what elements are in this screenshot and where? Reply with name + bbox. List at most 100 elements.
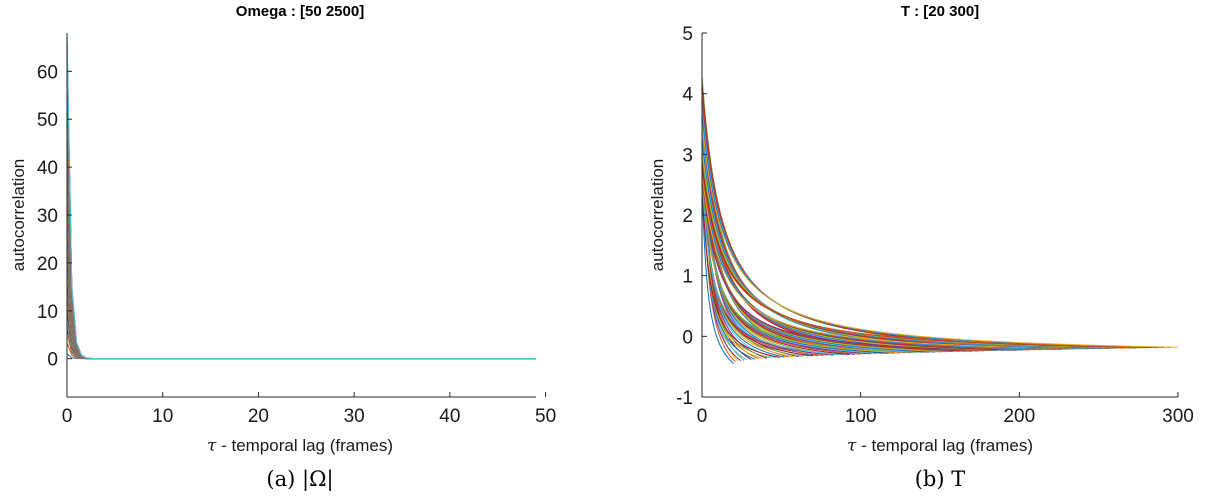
x-tick-label: 10 [152,406,173,427]
y-tick-label: 2 [682,206,693,227]
y-tick-label: 5 [682,24,693,45]
series-line [66,282,536,360]
series-line [66,261,536,360]
series-line [66,142,536,360]
series-line [66,41,536,360]
series-line [66,253,536,360]
panel-a-axes-frame [66,33,536,398]
series-line [66,83,536,360]
series-line [66,103,536,360]
series-line [66,311,536,360]
series-line [66,269,536,360]
series-line [701,170,1171,348]
panel-a-xlabel-symbol: τ [207,436,217,456]
series-line [701,83,1109,349]
series-line [66,66,536,360]
series-line [66,174,536,360]
series-line [66,60,536,360]
series-line [66,278,536,360]
series-line [66,322,536,360]
series-line [66,139,536,360]
series-line [701,114,1164,348]
series-line [66,97,536,360]
panel-a-caption: (a) |Ω| [266,467,333,492]
x-tick-label: 300 [1162,406,1194,427]
series-line [66,68,536,360]
panel-b-curves [701,75,1179,365]
y-tick-label: 1 [682,267,693,288]
series-line [66,237,536,360]
series-line [66,118,536,360]
series-line [66,32,536,360]
series-line [66,335,536,360]
series-line [66,181,536,360]
x-tick-label: 20 [248,406,269,427]
series-line [66,115,536,360]
series-line [701,173,998,352]
series-line [66,121,536,360]
series-line [66,184,536,360]
panel-b-xlabel-text: - temporal lag (frames) [856,436,1033,455]
series-line [66,155,536,360]
series-line [66,208,536,360]
series-line [66,219,536,360]
series-line [701,102,889,354]
series-line [701,75,1096,350]
series-line [701,172,1082,350]
x-tick-label: 200 [1003,406,1035,427]
series-line [66,100,536,360]
series-line [66,112,536,360]
series-line [66,38,536,360]
series-line [66,245,536,360]
series-line [66,130,536,360]
series-line [66,54,536,360]
x-tick-label: 40 [439,406,460,427]
series-line [66,127,536,360]
series-line [66,171,536,360]
panel-b-title: T : [20 300] [901,3,979,20]
x-tick-label: 50 [535,406,556,427]
y-tick-label: 20 [37,254,58,275]
y-tick-label: 60 [37,62,58,83]
series-line [66,316,536,360]
series-line [66,187,536,360]
series-line [66,35,536,360]
series-line [66,161,536,360]
series-line [66,342,536,360]
series-line [66,328,536,360]
panel-a-title: Omega : [50 2500] [236,3,364,20]
series-line [66,43,536,360]
series-line [66,91,536,360]
series-line [66,46,536,360]
series-line [66,211,536,360]
panel-b-xlabel-symbol: τ [847,436,857,456]
series-line [66,158,536,360]
series-line [66,301,536,360]
series-line [66,77,536,360]
series-line [66,106,536,360]
series-line [701,92,1036,351]
series-line [701,174,918,353]
series-line [701,122,1179,348]
series-line [66,145,536,360]
series-line [66,226,536,360]
series-line [66,222,536,360]
y-tick-label: 3 [682,145,693,166]
y-tick-label: 30 [37,206,58,227]
series-line [66,49,536,360]
series-line [66,286,536,360]
panel-a-xlabel: τ - temporal lag (frames) [207,436,393,456]
y-tick-label: 50 [37,110,58,131]
series-line [66,265,536,360]
series-line [701,93,954,353]
series-line [66,191,536,360]
series-line [701,177,780,358]
y-tick-label: 4 [682,85,693,106]
x-tick-label: 0 [697,406,708,427]
series-line [66,63,536,360]
series-line [66,85,536,360]
series-line [701,106,1151,349]
series-line [66,57,536,360]
